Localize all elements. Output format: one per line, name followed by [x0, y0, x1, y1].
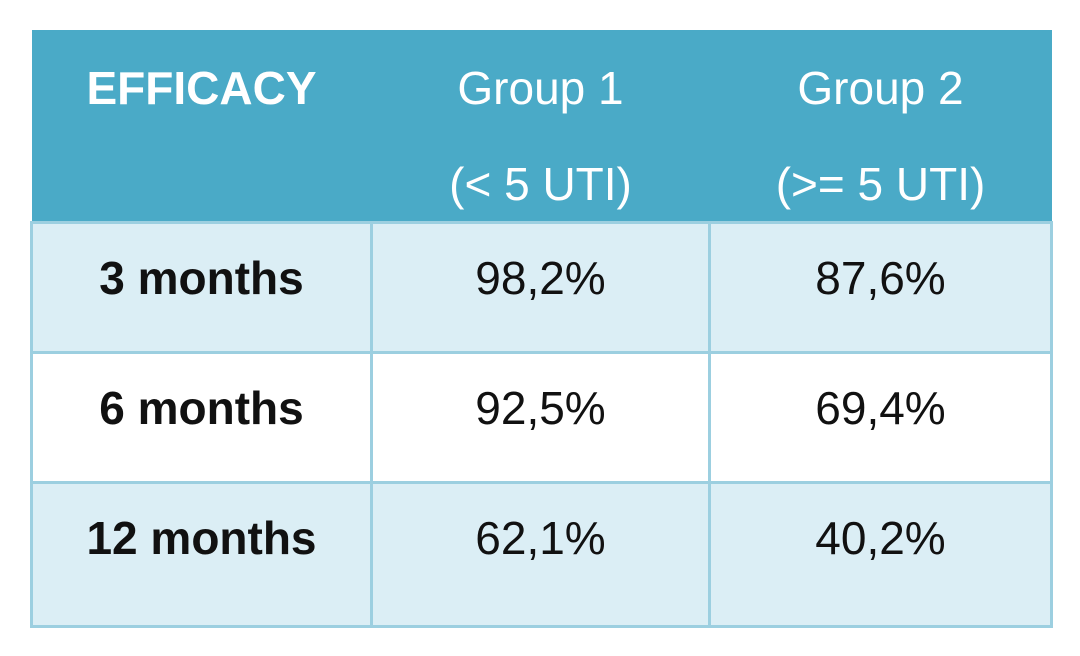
header-group-2: Group 2 (>= 5 UTI)	[709, 30, 1052, 222]
cell-value: 98,2%	[475, 251, 606, 304]
table-row: 12 months 62,1% 40,2%	[30, 480, 1053, 628]
header-row: EFFICACY Group 1 (< 5 UTI) Group 2 (>= 5…	[31, 30, 1052, 222]
group-2-name: Group 2	[797, 62, 964, 114]
row-label-text: 6 months	[99, 381, 304, 434]
cell-group-2: 69,4%	[708, 350, 1053, 484]
table-row: 6 months 92,5% 69,4%	[30, 350, 1053, 484]
efficacy-table: EFFICACY Group 1 (< 5 UTI) Group 2 (>= 5…	[30, 30, 1053, 628]
cell-group-2: 87,6%	[708, 220, 1053, 354]
cell-group-1: 62,1%	[370, 480, 711, 628]
row-label-6-months: 6 months	[30, 350, 373, 484]
group-1-name: Group 1	[457, 62, 624, 114]
table-header: EFFICACY Group 1 (< 5 UTI) Group 2 (>= 5…	[31, 30, 1052, 222]
cell-value: 69,4%	[815, 381, 946, 434]
cell-value: 87,6%	[815, 251, 946, 304]
row-label-12-months: 12 months	[30, 480, 373, 628]
header-efficacy-label: EFFICACY	[86, 62, 317, 114]
group-2-criterion: (>= 5 UTI)	[775, 158, 986, 210]
table-body: 3 months 98,2% 87,6% 6 months 92,5% 69,4…	[30, 220, 1053, 628]
header-efficacy: EFFICACY	[31, 30, 372, 222]
cell-group-2: 40,2%	[708, 480, 1053, 628]
cell-value: 92,5%	[475, 381, 606, 434]
cell-group-1: 92,5%	[370, 350, 711, 484]
header-group-1: Group 1 (< 5 UTI)	[371, 30, 710, 222]
row-label-text: 3 months	[99, 251, 304, 304]
cell-group-1: 98,2%	[370, 220, 711, 354]
group-1-criterion: (< 5 UTI)	[449, 158, 632, 210]
row-label-3-months: 3 months	[30, 220, 373, 354]
row-label-text: 12 months	[86, 511, 317, 564]
efficacy-table-container: EFFICACY Group 1 (< 5 UTI) Group 2 (>= 5…	[30, 30, 1053, 628]
table-row: 3 months 98,2% 87,6%	[30, 220, 1053, 354]
cell-value: 62,1%	[475, 511, 606, 564]
cell-value: 40,2%	[815, 511, 946, 564]
